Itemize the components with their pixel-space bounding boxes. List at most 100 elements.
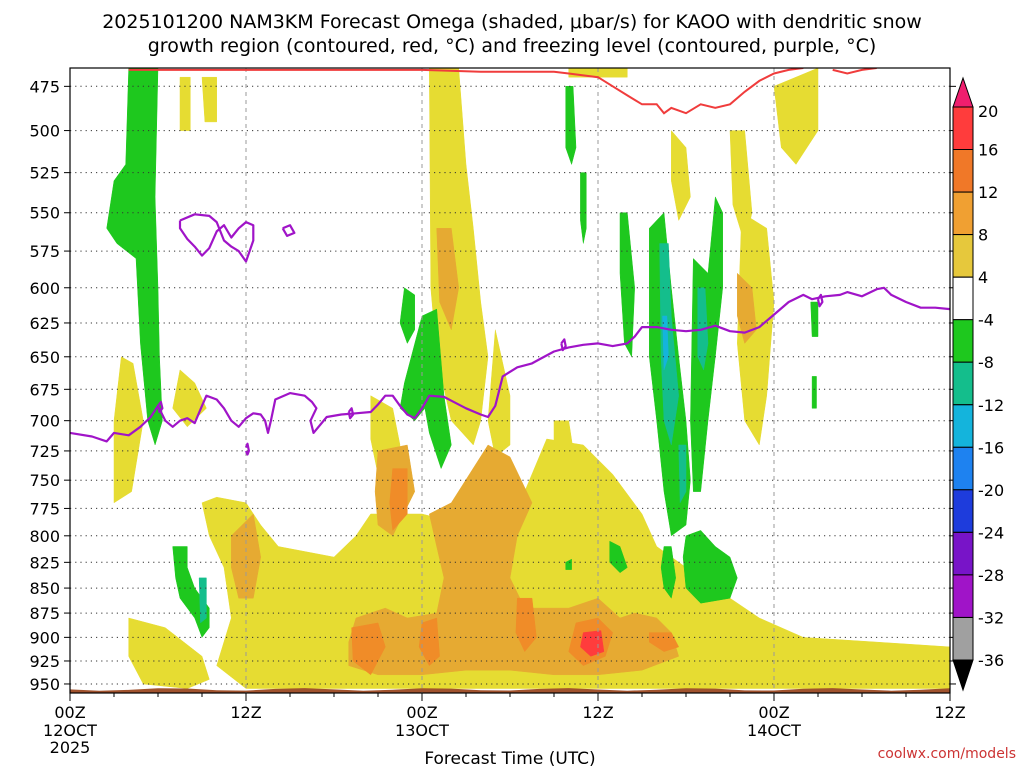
- colorbar-label-13: -36: [978, 651, 1004, 670]
- colorbar-label-3: 8: [978, 226, 988, 245]
- colorbar-label-4: 4: [978, 268, 988, 287]
- freezing-level-contour-4: [347, 407, 355, 420]
- x-year-label-0: 2025: [50, 738, 91, 757]
- omega-region-pos12-0: [389, 468, 408, 531]
- chart-title-line1: 2025101200 NAM3KM Forecast Omega (shaded…: [102, 11, 922, 33]
- omega-region-pos8-3: [436, 228, 459, 331]
- credit-text: coolwx.com/models: [878, 746, 1016, 762]
- omega-region-neg4-2: [399, 287, 415, 345]
- colorbar-box-3: [952, 234, 974, 278]
- y-tick-label-9: 700: [29, 412, 60, 431]
- y-tick-label-4: 575: [29, 242, 60, 261]
- omega-region-neg4-11: [609, 540, 628, 574]
- ground-surface: [70, 688, 950, 693]
- omega-region-neg4-14: [811, 376, 817, 409]
- y-tick-label-17: 900: [29, 628, 60, 647]
- omega-region-neg4-4: [565, 86, 577, 166]
- x-tick-label-4: 00Z: [758, 703, 789, 722]
- freezing-level-contour-7: [156, 400, 164, 414]
- y-tick-label-0: 475: [29, 77, 60, 96]
- y-tick-label-10: 725: [29, 442, 60, 461]
- colorbar-label-9: -20: [978, 481, 1004, 500]
- y-tick-label-6: 625: [29, 314, 60, 333]
- freezing-level-contour-0: [70, 286, 950, 443]
- x-tick-label-3: 12Z: [582, 703, 613, 722]
- omega-region-pos12-1: [351, 622, 386, 676]
- x-date-label-4: 14OCT: [747, 721, 801, 740]
- y-tick-label-12: 775: [29, 499, 60, 518]
- omega-region-pos4-11: [773, 68, 819, 165]
- omega-region-pos12-3: [515, 597, 537, 653]
- y-tick-label-15: 850: [29, 579, 60, 598]
- colorbar-label-7: -12: [978, 396, 1004, 415]
- x-tick-label-1: 12Z: [230, 703, 261, 722]
- y-tick-label-11: 750: [29, 471, 60, 490]
- colorbar-label-11: -28: [978, 566, 1004, 585]
- omega-region-neg8-2: [678, 444, 687, 504]
- colorbar-box-10: [952, 531, 974, 576]
- contours: [70, 68, 950, 456]
- y-tick-label-5: 600: [29, 279, 60, 298]
- y-tick-label-2: 525: [29, 164, 60, 183]
- freezing-level-contour-1: [178, 213, 255, 263]
- omega-region-neg4-10: [660, 546, 676, 599]
- freezing-level-contour-3: [244, 442, 250, 456]
- y-tick-label-8: 675: [29, 380, 60, 399]
- colorbar-box-7: [952, 404, 974, 448]
- omega-region-pos4-9: [671, 129, 691, 222]
- omega-region-pos4-2: [179, 76, 191, 131]
- y-tick-label-16: 875: [29, 604, 60, 623]
- snow-growth-contour-1: [832, 68, 877, 75]
- colorbar: 20 16 12 8 4 -4 -8 -12 -16 -20 -24 -28 -32 -36: [952, 76, 1004, 692]
- x-tick-label-0: 00Z: [54, 703, 85, 722]
- colorbar-box-2: [952, 191, 974, 236]
- colorbar-label-10: -24: [978, 523, 1004, 542]
- colorbar-box-11: [952, 574, 974, 618]
- omega-region-neg4-13: [810, 301, 819, 337]
- y-tick-label-14: 825: [29, 553, 60, 572]
- colorbar-label-1: 16: [978, 141, 998, 160]
- y-tick-label-13: 800: [29, 527, 60, 546]
- colorbar-box-12: [952, 617, 974, 661]
- x-tick-label-5: 12Z: [934, 703, 965, 722]
- colorbar-label-12: -32: [978, 609, 1004, 628]
- omega-region-pos4-4: [128, 617, 210, 689]
- y-tick-label-18: 925: [29, 652, 60, 671]
- omega-region-pos12-5: [649, 632, 680, 652]
- x-tick-label-2: 00Z: [406, 703, 437, 722]
- y-tick-label-3: 550: [29, 204, 60, 223]
- omega-shading: [106, 68, 950, 689]
- freezing-level-contour-5: [560, 338, 567, 352]
- colorbar-label-5: -4: [978, 311, 994, 330]
- colorbar-label-0: 20: [978, 102, 998, 121]
- x-date-label-0: 12OCT: [43, 721, 97, 740]
- ground-layer: [70, 688, 950, 693]
- chart-title-line2: growth region (contoured, red, °C) and f…: [148, 35, 877, 57]
- colorbar-box-1: [952, 149, 974, 193]
- colorbar-box-0: [952, 106, 974, 150]
- colorbar-label-6: -8: [978, 353, 994, 372]
- omega-region-neg8-3: [198, 577, 207, 624]
- colorbar-box-8: [952, 446, 974, 491]
- y-axis: 475 500 525 550 575 600 625 650 675 700 725 750 775 8…: [29, 77, 956, 694]
- y-tick-label-7: 650: [29, 348, 60, 367]
- omega-region-neg4-3: [399, 308, 452, 470]
- colorbar-label-8: -16: [978, 438, 1004, 457]
- y-tick-label-1: 500: [29, 122, 60, 141]
- gridlines: [70, 68, 950, 693]
- freezing-level-contour-6: [816, 293, 824, 308]
- colorbar-label-2: 12: [978, 183, 998, 202]
- omega-region-neg4-9: [682, 530, 738, 604]
- colorbar-box-4: [952, 276, 974, 321]
- colorbar-box-9: [952, 489, 974, 533]
- x-date-label-2: 13OCT: [395, 721, 449, 740]
- colorbar-box-5: [952, 319, 974, 363]
- omega-region-pos8-4: [737, 272, 757, 344]
- y-tick-label-19: 950: [29, 675, 60, 694]
- x-axis-label: Forecast Time (UTC): [424, 749, 595, 768]
- omega-region-pos4-8: [553, 420, 577, 493]
- omega-region-pos4-3: [201, 76, 217, 123]
- freezing-level-contour-2: [281, 224, 296, 237]
